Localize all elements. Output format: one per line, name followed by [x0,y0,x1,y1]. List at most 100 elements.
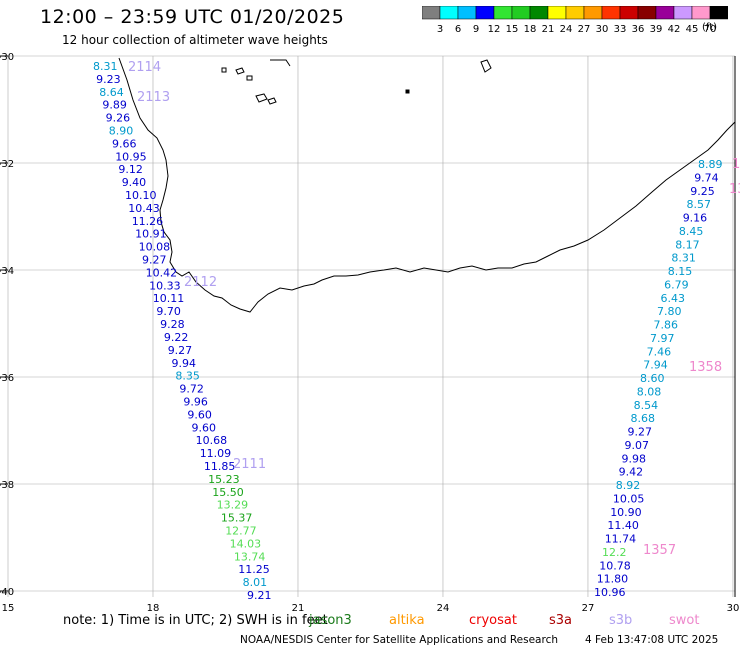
color-scale-label: 45 [686,24,699,35]
wave-reading: 9.74 [694,171,719,184]
wave-reading: 8.92 [616,479,641,492]
color-scale-label: 9 [473,24,479,35]
island-8 [405,89,410,94]
wave-reading: 14.03 [230,537,262,550]
wave-readings: 8.319.238.649.899.268.909.6610.959.129.4… [93,60,723,602]
color-scale-label: 27 [578,24,591,35]
wave-reading: 9.96 [183,396,208,409]
wave-reading: 9.28 [160,318,185,331]
wave-reading: 8.15 [668,265,693,278]
wave-reading: 9.60 [192,421,217,434]
wave-reading: 8.35 [175,370,200,383]
color-scale-label: 15 [506,24,519,35]
wave-reading: 10.90 [610,506,642,519]
wave-reading: 7.86 [654,319,679,332]
lat-tick-label: -38 [0,480,14,491]
wave-reading: 10.10 [125,189,157,202]
pass-number-label: 2111 [233,457,266,472]
color-scale-label: 24 [560,24,573,35]
island-4 [255,93,268,103]
wave-reading: 9.16 [683,212,708,225]
lat-tick-label: -40 [0,587,14,598]
lon-tick-label: 18 [147,603,160,614]
wave-reading: 11.40 [607,519,639,532]
wave-reading: 9.22 [164,331,189,344]
wave-reading: 8.89 [698,158,723,171]
wave-reading: 8.60 [640,372,665,385]
legend-sat-swot: swot [669,613,700,628]
color-scale-label: 39 [650,24,663,35]
color-scale-label: 6 [455,24,461,35]
wave-reading: 7.97 [650,332,675,345]
color-scale-label: 36 [632,24,645,35]
legend-sat-jason3: jason3 [309,613,352,628]
wave-reading: 10.91 [135,228,167,241]
wave-reading: 10.78 [599,559,631,572]
lon-tick-label: 21 [292,603,305,614]
pass-number-label: 1358 [689,360,722,375]
wave-reading: 7.80 [657,305,682,318]
wave-reading: 11.25 [238,563,269,576]
legend-sat-s3b: s3b [609,613,633,628]
lon-tick-label: 24 [437,603,450,614]
wave-reading: 11.85 [204,460,236,473]
footer-timestamp: 4 Feb 13:47:08 UTC 2025 [585,634,719,646]
page-subtitle: 12 hour collection of altimeter wave hei… [62,33,328,47]
wave-reading: 8.64 [99,86,124,99]
wave-reading: 11.09 [200,447,232,460]
color-scale-label: 42 [668,24,681,35]
graticule: 15 18 21 24 27 30 -30 -32 -34 -36 -38 -40 [0,52,739,614]
wave-reading: 9.98 [622,452,647,465]
wave-reading: 10.43 [128,202,160,215]
color-scale-label: 12 [488,24,501,35]
lon-tick-label: 15 [2,603,15,614]
wave-reading: 10.05 [613,492,645,505]
wave-reading: 9.25 [690,185,715,198]
pass-number-label: 1357 [643,543,676,558]
wave-reading: 12.77 [225,525,257,538]
wave-reading: 11.74 [605,533,637,546]
wave-reading: 9.21 [247,589,272,602]
wave-reading: 13.74 [234,550,266,563]
wave-reading: 8.08 [637,385,662,398]
wave-reading: 9.23 [96,73,121,86]
wave-reading: 8.31 [93,60,118,73]
page-title: 12:00 – 23:59 UTC 01/20/2025 [40,6,345,28]
coastline [118,57,736,313]
color-scale-label: 30 [596,24,609,35]
lat-tick-label: -32 [0,159,14,170]
wave-reading: 6.43 [661,292,686,305]
wave-reading: 15.37 [221,512,253,525]
pass-number-label: 2113 [137,90,170,105]
wave-reading: 8.17 [675,238,700,251]
wave-reading: 9.89 [102,99,127,112]
island-3 [246,75,253,81]
wave-reading: 8.45 [679,225,704,238]
color-scale-swatch [709,6,728,20]
wave-reading: 12.2 [602,546,627,559]
lon-tick-label: 30 [727,603,740,614]
footer-credit: NOAA/NESDIS Center for Satellite Applica… [240,634,558,646]
color-scale-label: 33 [614,24,627,35]
wave-reading: 8.01 [243,576,268,589]
wave-reading: 10.96 [594,586,626,599]
island-6 [270,59,291,67]
legend-sat-cryosat: cryosat [469,613,517,628]
color-scale-label: 21 [542,24,555,35]
wave-reading: 8.68 [631,412,656,425]
pass-number-label: 2112 [184,275,217,290]
wave-reading: 15.23 [208,473,240,486]
wave-reading: 6.79 [664,278,689,291]
wave-reading: 9.60 [187,408,212,421]
color-scale-unit: (ft) [702,22,718,33]
wave-reading: 11.26 [132,215,164,228]
wave-reading: 8.54 [634,399,659,412]
lon-tick-label: 27 [582,603,595,614]
wave-reading: 8.31 [671,252,696,265]
pass-number-label: 13 [729,182,740,197]
wave-reading: 13.29 [217,499,249,512]
lat-tick-label: -34 [0,266,14,277]
lat-tick-label: -36 [0,373,14,384]
wave-reading: 7.46 [647,345,672,358]
